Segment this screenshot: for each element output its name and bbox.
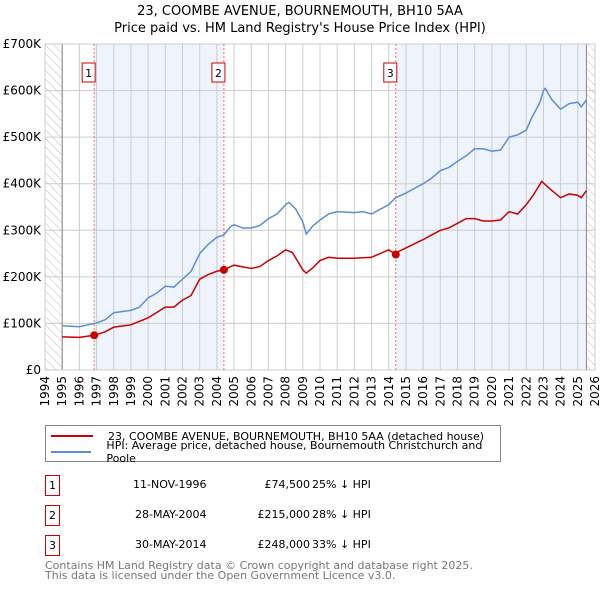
- x-tick-label: 2024: [554, 376, 568, 407]
- sale-delta: 33% ↓ HPI: [312, 538, 371, 551]
- property-line: [62, 180, 588, 339]
- sale-label-box: [211, 62, 226, 83]
- x-tick-label: 2020: [485, 376, 499, 407]
- x-tick-label: 2023: [536, 376, 550, 407]
- sale-price: £215,000: [257, 508, 311, 521]
- y-tick-label: £200K: [3, 270, 43, 284]
- x-tick-label: 2005: [227, 376, 241, 407]
- y-tick-label: £600K: [3, 84, 43, 98]
- sale-label: 1: [85, 67, 92, 80]
- legend-item-property: 23, COOMBE AVENUE, BOURNEMOUTH, BH10 5AA…: [46, 428, 484, 444]
- legend: 23, COOMBE AVENUE, BOURNEMOUTH, BH10 5AA…: [45, 425, 501, 465]
- hatched-region: [586, 44, 595, 370]
- sale-row: 1 11-NOV-1996 £74,500 25% ↓ HPI: [45, 475, 545, 496]
- x-tick-label: 2001: [158, 376, 172, 407]
- x-tick-label: 2000: [141, 376, 155, 407]
- x-tick-label: 2025: [571, 376, 585, 407]
- sale-point: [391, 250, 400, 259]
- sale-number: 1: [45, 475, 60, 496]
- x-tick-label: 2015: [399, 376, 413, 407]
- x-tick-label: 2014: [382, 376, 396, 407]
- sale-date: 11-NOV-1996: [133, 478, 207, 491]
- legend-swatch: [51, 435, 93, 437]
- legend-label: 23, COOMBE AVENUE, BOURNEMOUTH, BH10 5AA…: [108, 429, 485, 443]
- sale-delta: 28% ↓ HPI: [312, 508, 371, 521]
- x-tick-label: 1996: [72, 376, 86, 407]
- x-tick-label: 2018: [451, 376, 465, 407]
- legend-swatch: [51, 451, 92, 453]
- x-tick-label: 2026: [588, 376, 600, 407]
- x-tick-label: 2004: [210, 376, 224, 407]
- chart-title: 23, COOMBE AVENUE, BOURNEMOUTH, BH10 5AA: [137, 4, 463, 19]
- sale-number: 2: [45, 505, 60, 526]
- chart-subtitle: Price paid vs. HM Land Registry's House …: [114, 21, 486, 36]
- sale-label-box: [383, 62, 398, 83]
- x-tick-label: 2012: [347, 376, 361, 407]
- y-tick-label: £700K: [3, 37, 43, 51]
- footer-line: This data is licensed under the Open Gov…: [45, 569, 396, 582]
- sale-label: 2: [215, 67, 222, 80]
- x-tick-label: 2017: [433, 376, 447, 407]
- sale-point: [219, 265, 228, 274]
- sale-delta: 25% ↓ HPI: [312, 478, 371, 491]
- x-tick-label: 2008: [279, 376, 293, 407]
- x-tick-label: 1999: [124, 376, 138, 407]
- x-tick-label: 1998: [107, 376, 121, 407]
- x-tick-label: 1994: [38, 376, 52, 407]
- sale-number: 3: [45, 535, 60, 556]
- plot-area: 1994 1995 1996 1997 1998 1999 2000 2001 2002 2003…: [3, 37, 600, 407]
- sale-label-box: [81, 62, 96, 83]
- shaded-band: [94, 44, 224, 370]
- x-tick-label: 2011: [330, 376, 344, 407]
- y-tick-label: £400K: [3, 177, 43, 191]
- sale-row: 2 28-MAY-2004 £215,000 28% ↓ HPI: [45, 505, 545, 526]
- shaded-band: [395, 44, 587, 370]
- x-tick-label: 2002: [176, 376, 190, 407]
- sale-date: 28-MAY-2004: [135, 508, 207, 521]
- x-tick-label: 2019: [468, 376, 482, 407]
- legend-item-hpi: HPI: Average price, detached house, Bour…: [46, 439, 500, 465]
- hpi-line: [62, 86, 588, 328]
- y-tick-label: £0: [26, 363, 41, 377]
- x-tick-label: 2003: [193, 376, 207, 407]
- x-tick-label: 2009: [296, 376, 310, 407]
- x-tick-label: 1995: [55, 376, 69, 407]
- sale-date: 30-MAY-2014: [135, 538, 207, 551]
- y-tick-label: £500K: [3, 130, 43, 144]
- footer-line: Contains HM Land Registry data © Crown c…: [45, 559, 473, 572]
- x-tick-label: 2010: [313, 376, 327, 407]
- y-tick-label: £100K: [3, 316, 43, 330]
- sale-label: 3: [387, 67, 394, 80]
- x-tick-label: 1997: [90, 376, 104, 407]
- x-tick-label: 2006: [244, 376, 258, 407]
- x-tick-label: 2007: [261, 376, 275, 407]
- y-tick-label: £300K: [3, 223, 43, 237]
- sale-price: £248,000: [257, 538, 311, 551]
- sale-price: £74,500: [264, 478, 311, 491]
- x-tick-label: 2016: [416, 376, 430, 407]
- plot-frame: [44, 43, 596, 371]
- legend-label: HPI: Average price, detached house, Bour…: [106, 439, 483, 465]
- sale-point: [90, 331, 99, 340]
- sale-row: 3 30-MAY-2014 £248,000 33% ↓ HPI: [45, 535, 545, 556]
- x-tick-label: 2013: [365, 376, 379, 407]
- hatched-region: [45, 44, 63, 370]
- x-tick-label: 2021: [502, 376, 516, 407]
- x-tick-label: 2022: [519, 376, 533, 407]
